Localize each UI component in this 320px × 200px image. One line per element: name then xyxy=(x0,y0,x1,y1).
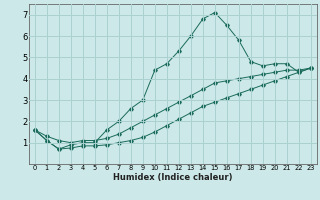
X-axis label: Humidex (Indice chaleur): Humidex (Indice chaleur) xyxy=(113,173,233,182)
